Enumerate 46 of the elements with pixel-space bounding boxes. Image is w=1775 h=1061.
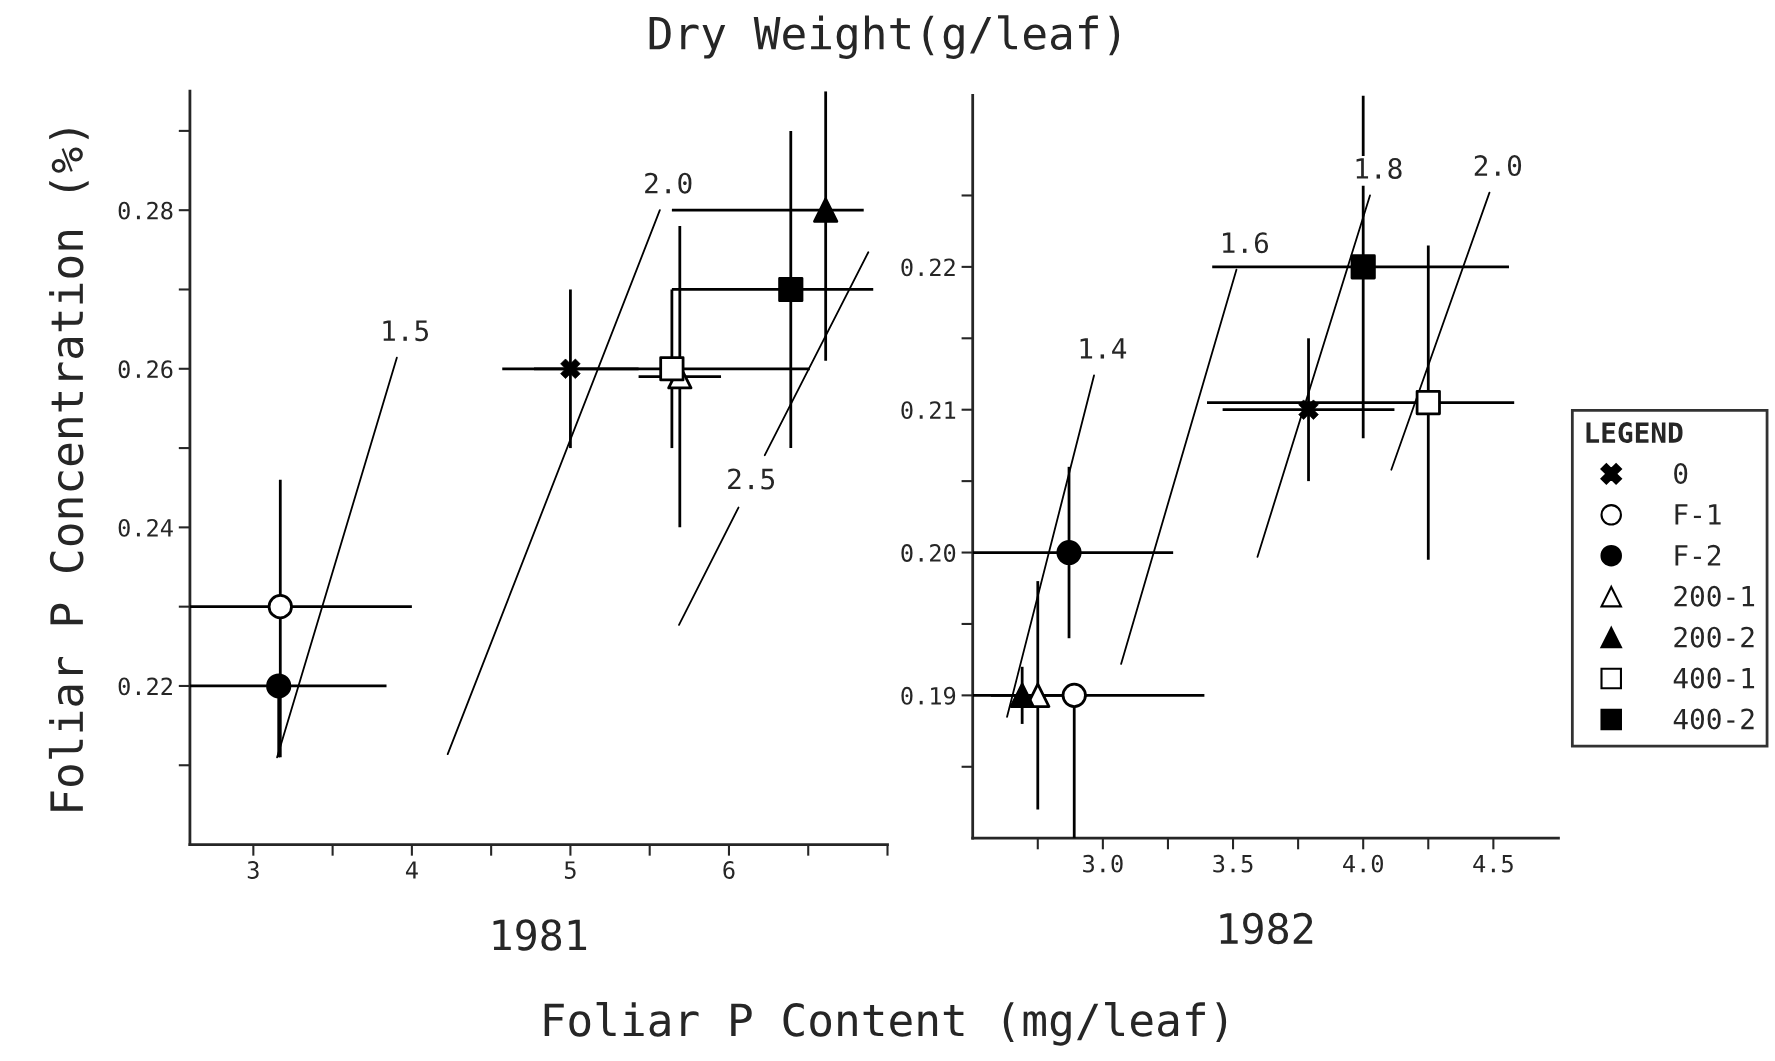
legend-label: 0 [1674,462,1688,484]
point [1061,682,1087,708]
series-label: 1.8 [1356,157,1402,179]
x-axis-title: 1981 [493,919,587,951]
y-tick-label: 0.24 [118,518,173,537]
y-axis-title: Foliar P Concentration (%) [48,129,89,811]
series-label: 2.0 [1474,155,1522,177]
point [1009,682,1035,708]
point [1350,254,1376,280]
y-tick-label: 0.26 [118,360,173,379]
legend-label: 400-1 [1673,667,1755,689]
legend-label: 400-2 [1673,708,1754,730]
x-tick-label: 3.5 [1213,854,1253,873]
series-label: 2.5 [728,468,775,490]
point [267,594,293,620]
x-tick-label: 6 [723,861,735,879]
legend-label: 200-1 [1674,585,1755,607]
x-tick-label: 3.0 [1083,854,1123,873]
series-label: 1.5 [383,320,429,342]
point [1415,389,1441,416]
y-tick-label: 0.22 [118,677,172,696]
series-label: 1.4 [1080,338,1127,359]
x-tick-label: 4.5 [1473,855,1513,873]
y-tick-label: 0.21 [901,401,956,420]
x-tick-label: 4.0 [1343,854,1383,873]
legend-label: F-2 [1675,544,1721,566]
point [778,276,804,303]
x-tick-label: 3 [247,861,259,879]
x-tick-label: 4 [405,861,418,879]
series-label: 1.6 [1223,232,1269,254]
point [659,356,685,382]
legend-label: F-1 [1675,504,1721,525]
y-tick-label: 0.22 [901,258,955,277]
y-tick-label: 0.20 [901,544,956,562]
x-tick-label: 5 [564,861,576,879]
series-label: 2.0 [645,172,692,194]
legend-title: LEGEND [1586,422,1683,444]
point [266,673,292,699]
point [1056,539,1082,566]
point [813,197,839,223]
legend-label: 200-2 [1674,626,1754,648]
y-tick-label: 0.28 [118,201,173,220]
x-axis-title: 1982 [1220,912,1313,945]
text: Foliar P Content (mg/leaf) [544,1002,1227,1046]
chart-title: Dry Weight(g/leaf) [649,15,1120,59]
y-tick-label: 0.19 [901,686,956,705]
